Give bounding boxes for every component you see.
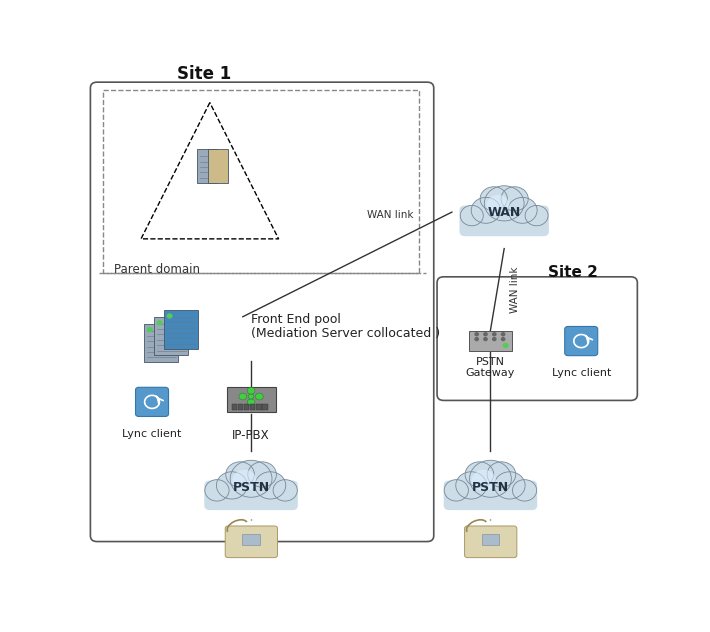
Circle shape [168,314,172,318]
Circle shape [205,480,229,501]
Circle shape [248,394,254,399]
Circle shape [493,333,496,336]
Circle shape [247,399,255,406]
Circle shape [475,337,479,341]
FancyBboxPatch shape [244,404,249,410]
FancyBboxPatch shape [481,534,499,545]
Text: PSTN
Gateway: PSTN Gateway [466,356,515,378]
Circle shape [247,387,255,394]
Circle shape [484,186,524,221]
FancyBboxPatch shape [225,526,278,557]
Text: Lync client: Lync client [122,428,182,439]
FancyBboxPatch shape [238,404,244,410]
FancyBboxPatch shape [262,404,268,410]
FancyBboxPatch shape [197,149,217,183]
FancyBboxPatch shape [250,404,256,410]
Circle shape [465,462,493,487]
Text: WAN link: WAN link [366,210,413,219]
Circle shape [248,462,276,487]
Circle shape [484,337,487,341]
Circle shape [494,471,525,499]
Circle shape [444,480,469,501]
Circle shape [480,187,508,211]
Text: Site 1: Site 1 [178,65,231,83]
Circle shape [493,337,496,341]
FancyBboxPatch shape [444,480,537,510]
FancyBboxPatch shape [459,205,549,236]
FancyBboxPatch shape [469,331,512,351]
Circle shape [525,205,548,226]
FancyBboxPatch shape [154,317,188,355]
Circle shape [148,327,152,332]
Circle shape [226,462,254,487]
Circle shape [501,187,528,211]
Text: IP-PBX: IP-PBX [232,428,270,442]
FancyBboxPatch shape [144,324,178,362]
Circle shape [501,333,505,336]
Text: Parent domain: Parent domain [114,263,200,276]
Circle shape [273,480,297,501]
FancyBboxPatch shape [231,404,237,410]
FancyBboxPatch shape [164,310,198,349]
Circle shape [256,393,263,400]
Circle shape [469,460,511,497]
Text: PSTN: PSTN [472,480,509,494]
FancyBboxPatch shape [208,149,228,183]
Circle shape [484,333,487,336]
Circle shape [456,471,486,499]
Circle shape [501,337,505,341]
Text: Site 2: Site 2 [548,265,598,280]
Text: (Mediation Server collocated ): (Mediation Server collocated ) [251,327,440,340]
Text: Front End pool: Front End pool [251,313,341,325]
Text: PSTN: PSTN [232,480,270,494]
Circle shape [230,460,272,497]
Circle shape [471,470,496,491]
Circle shape [255,471,285,499]
Circle shape [158,321,162,325]
Text: Lync client: Lync client [552,368,611,378]
FancyBboxPatch shape [136,387,168,416]
FancyBboxPatch shape [437,277,638,401]
Circle shape [475,333,479,336]
Circle shape [508,197,537,223]
FancyBboxPatch shape [464,526,517,557]
Circle shape [232,470,256,491]
Circle shape [503,344,508,348]
Circle shape [471,197,501,223]
FancyBboxPatch shape [564,327,598,356]
FancyBboxPatch shape [226,387,275,412]
FancyBboxPatch shape [242,534,260,545]
Circle shape [239,393,246,400]
Circle shape [460,205,484,226]
FancyBboxPatch shape [204,480,298,510]
Circle shape [487,462,515,487]
Text: WAN link: WAN link [510,267,520,313]
Text: WAN: WAN [488,205,521,219]
FancyBboxPatch shape [90,82,434,542]
Circle shape [217,471,247,499]
Circle shape [513,480,537,501]
Circle shape [486,195,509,216]
FancyBboxPatch shape [256,404,261,410]
